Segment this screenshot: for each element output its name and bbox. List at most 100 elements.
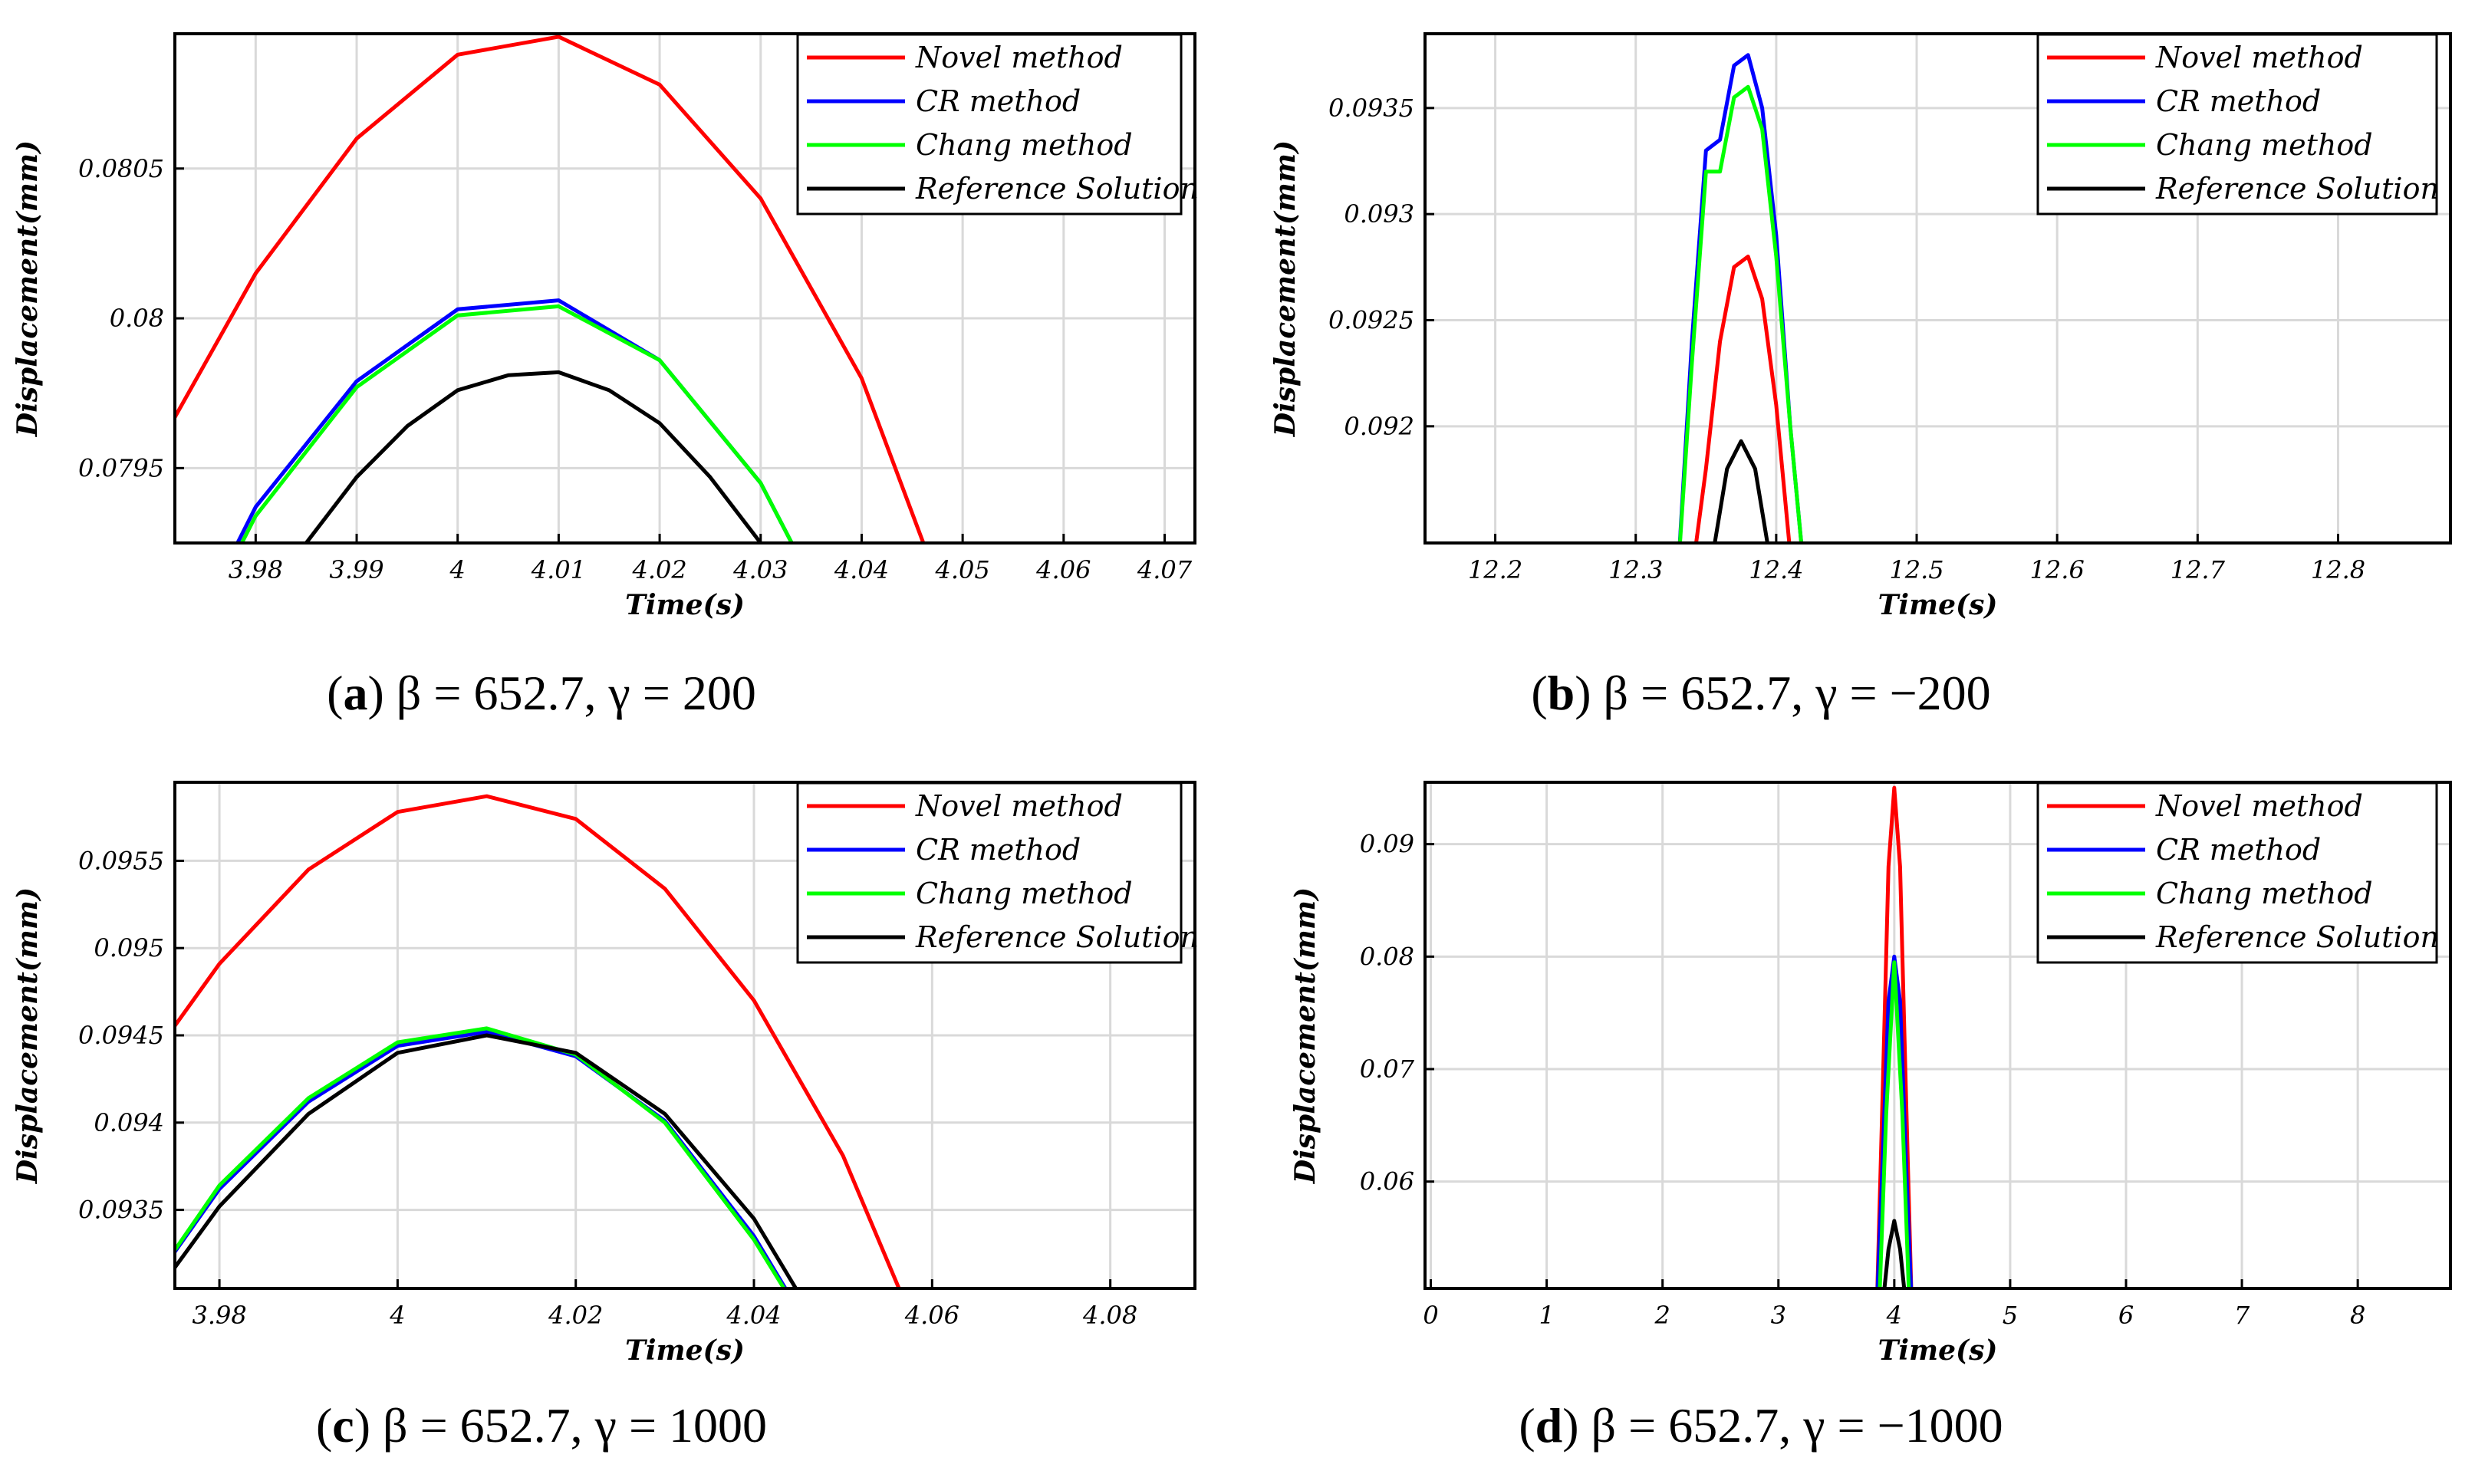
x-tick-label: 4.07 — [1137, 555, 1193, 584]
x-tick-label: 4.06 — [904, 1301, 959, 1330]
y-tick-label: 0.092 — [1344, 412, 1414, 441]
legend: Novel method CR method Chang method Referen… — [2036, 33, 2439, 216]
legend-label: CR method — [916, 833, 1081, 867]
y-tick-label: 0.0955 — [78, 846, 164, 875]
x-tick-label: 4.02 — [548, 1301, 603, 1330]
x-tick-label: 6 — [2118, 1301, 2134, 1330]
y-tick-label: 0.0925 — [1328, 306, 1414, 335]
legend-label: Reference Solution — [915, 172, 1199, 206]
y-tick-label: 0.0805 — [78, 154, 164, 183]
y-axis-label: Displacement(mm) — [12, 140, 44, 437]
x-tick-label: 4.08 — [1082, 1301, 1137, 1330]
legend-box — [2036, 33, 2438, 216]
legend-box — [2036, 781, 2438, 964]
x-tick-label: 4 — [449, 555, 466, 584]
y-tick-label: 0.09 — [1360, 830, 1414, 859]
series-line-novel-method — [175, 794, 901, 1288]
x-tick-label: 4.04 — [726, 1301, 781, 1330]
series-line-chang-method — [175, 1026, 787, 1288]
y-tick-label: 0.07 — [1360, 1055, 1415, 1084]
x-tick-label: 4 — [389, 1301, 405, 1330]
x-tick-label: 12.5 — [1889, 555, 1943, 584]
x-axis-label: Time(s) — [625, 589, 745, 621]
legend: Novel method CR method Chang method Referen… — [2036, 781, 2439, 964]
panel-caption: (c) β = 652.7, γ = 1000 — [316, 1398, 767, 1453]
x-tick-label: 3.98 — [192, 1301, 246, 1330]
legend: Novel method CR method Chang method Referen… — [796, 33, 1199, 216]
series-line-novel-method — [1875, 785, 1914, 1288]
x-tick-label: 4.01 — [531, 555, 586, 584]
panel-b: 12.2 12.3 12.4 12.5 12.6 12.7 12.8 0.092 0.0925 0… — [1269, 32, 2452, 720]
legend: Novel method CR method Chang method Referen… — [796, 781, 1199, 964]
series-line-chang-method — [1878, 960, 1911, 1288]
series-line-reference-solution — [304, 370, 763, 543]
series-line-chang-method — [239, 304, 795, 543]
y-axis-label: Displacement(mm) — [1289, 887, 1321, 1184]
x-tick-label: 7 — [2234, 1301, 2250, 1330]
legend-label: Novel method — [2155, 789, 2363, 823]
x-tick-label: 4.03 — [732, 555, 788, 584]
axes-frame — [173, 32, 1196, 545]
x-axis-label: Time(s) — [1878, 589, 1998, 621]
y-tick-label: 0.0935 — [78, 1196, 164, 1225]
x-tick-label: 8 — [2350, 1301, 2365, 1330]
x-tick-label: 4.06 — [1035, 555, 1091, 584]
y-tick-label: 0.0945 — [78, 1021, 164, 1050]
y-tick-label: 0.095 — [94, 933, 164, 962]
legend-label: CR method — [2156, 833, 2321, 867]
panel-d: 0 1 2 3 4 5 6 7 8 0.06 0.07 0.08 0.09 Time(s) Displace… — [1289, 781, 2452, 1453]
series-line-novel-method — [175, 35, 926, 543]
series-line-reference-solution — [1713, 439, 1769, 543]
y-axis-label: Displacement(mm) — [12, 887, 44, 1184]
panel-a: 3.98 3.99 4 4.01 4.02 4.03 4.04 4.05 4.06 4.07 0.0… — [12, 32, 1199, 720]
series-line-reference-solution — [175, 1033, 798, 1288]
legend-label: CR method — [2156, 84, 2321, 118]
legend-label: Reference Solution — [2155, 920, 2439, 954]
axes-frame — [1423, 781, 2452, 1290]
y-tick-label: 0.094 — [94, 1108, 164, 1137]
x-tick-label: 4 — [1886, 1301, 1902, 1330]
legend-label: Chang method — [916, 877, 1133, 910]
panel-caption: (b) β = 652.7, γ = −200 — [1531, 666, 1990, 720]
legend-box — [796, 781, 1183, 964]
legend-label: Reference Solution — [915, 920, 1199, 954]
series-line-novel-method — [1693, 255, 1792, 543]
x-tick-label: 4.04 — [834, 555, 889, 584]
y-tick-label: 0.08 — [110, 304, 164, 333]
legend-label: Novel method — [915, 41, 1123, 74]
x-tick-label: 3.98 — [229, 555, 283, 584]
x-tick-label: 1 — [1539, 1301, 1554, 1330]
x-tick-label: 12.2 — [1468, 555, 1522, 584]
legend-label: Reference Solution — [2155, 172, 2439, 206]
x-tick-label: 12.6 — [2030, 555, 2085, 584]
x-tick-label: 4.02 — [631, 555, 686, 584]
x-axis-label: Time(s) — [1878, 1334, 1998, 1367]
y-tick-label: 0.0795 — [78, 453, 164, 482]
legend-label: Chang method — [2156, 128, 2373, 162]
legend-box — [796, 33, 1183, 216]
y-tick-label: 0.093 — [1344, 199, 1414, 229]
legend-label: Chang method — [2156, 877, 2373, 910]
x-tick-label: 0 — [1423, 1301, 1438, 1330]
panel-c: 3.98 4 4.02 4.04 4.06 4.08 0.0935 0.094 0.0945 0.… — [12, 781, 1199, 1453]
x-tick-label: 4.05 — [935, 555, 990, 584]
legend-label: Novel method — [915, 789, 1123, 823]
legend-label: Novel method — [2155, 41, 2363, 74]
panel-caption: (a) β = 652.7, γ = 200 — [327, 666, 756, 720]
y-axis-label: Displacement(mm) — [1269, 140, 1302, 437]
x-tick-label: 12.3 — [1608, 555, 1663, 584]
x-tick-label: 12.8 — [2311, 555, 2365, 584]
x-tick-label: 3 — [1771, 1301, 1786, 1330]
x-tick-label: 2 — [1654, 1301, 1670, 1330]
x-tick-label: 5 — [2003, 1301, 2018, 1330]
y-tick-label: 0.06 — [1360, 1167, 1414, 1196]
legend-label: CR method — [916, 84, 1081, 118]
y-tick-label: 0.0935 — [1328, 94, 1414, 123]
x-tick-label: 3.99 — [329, 555, 383, 584]
x-tick-label: 12.7 — [2171, 555, 2226, 584]
legend-label: Chang method — [916, 128, 1133, 162]
x-tick-label: 12.4 — [1749, 555, 1803, 584]
series-line-reference-solution — [1882, 1219, 1907, 1288]
panel-caption: (d) β = 652.7, γ = −1000 — [1519, 1398, 2003, 1453]
